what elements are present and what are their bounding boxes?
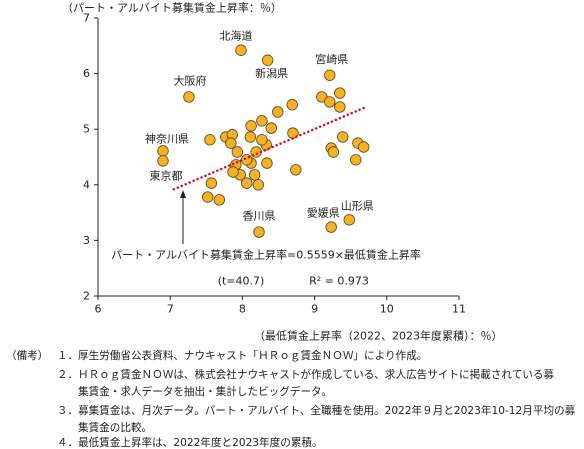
y-tick-label: 5 — [83, 123, 90, 136]
note-text: ＨＲｏｇ賃金ＮＯＷは、株式会社ナウキャストが作成している、求人広告サイトに掲載さ… — [78, 369, 555, 381]
note-text: 募集賃金は、月次データ。パート・アルバイト、全職種を使用。2022年９月と202… — [78, 405, 576, 417]
note-text: 集賃金・求人データを抽出・集計したビッグデータ。 — [78, 386, 332, 398]
data-point — [235, 44, 247, 56]
x-tick-label: 11 — [452, 303, 466, 316]
data-point — [327, 146, 340, 158]
data-point — [272, 106, 284, 118]
note-text: 集賃金の比較。 — [78, 422, 153, 434]
point-label: 東京都 — [149, 168, 182, 182]
data-point — [343, 214, 355, 226]
data-point — [324, 69, 336, 81]
note-number: ４． — [57, 437, 79, 449]
point-label: 北海道 — [219, 29, 252, 43]
data-point — [157, 145, 169, 157]
y-tick-label: 2 — [83, 290, 90, 303]
data-point — [256, 115, 268, 127]
data-point — [350, 154, 362, 166]
y-axis-title: （パート・アルバイト募集賃金上昇率：％） — [62, 1, 282, 15]
trendline-layer — [172, 106, 367, 191]
data-point — [357, 141, 370, 153]
point-label: 香川県 — [243, 210, 276, 223]
data-point — [252, 179, 264, 191]
data-point — [241, 154, 253, 166]
r-squared: R² = 0.973 — [309, 275, 369, 288]
data-point — [231, 146, 244, 158]
scatter-chart: （パート・アルバイト募集賃金上昇率：％） 2 3 4 5 6 7 6 7 8 9 10 11 北海道新… — [62, 1, 503, 343]
data-point — [256, 134, 268, 146]
data-point — [213, 194, 225, 206]
data-point — [337, 131, 349, 143]
point-label: 愛媛県 — [307, 206, 340, 220]
y-tick-label: 3 — [83, 234, 90, 247]
regression-equation: パート・アルバイト募集賃金上昇率=0.5559×最低賃金上昇率 — [111, 248, 421, 262]
data-point — [286, 99, 298, 111]
data-point — [324, 96, 336, 108]
axis-ticks: 2 3 4 5 6 7 6 7 8 9 10 11 — [83, 12, 466, 316]
data-point — [253, 226, 265, 238]
y-tick-label: 7 — [83, 12, 90, 25]
x-tick-label: 6 — [95, 303, 102, 316]
data-point — [261, 157, 273, 169]
data-point — [204, 134, 216, 146]
data-point — [290, 164, 302, 176]
data-point — [183, 91, 195, 103]
data-point — [261, 54, 274, 66]
x-tick-label: 10 — [380, 303, 394, 316]
x-axis-title: （最低賃金上昇率（2022、2023年度累積）：％） — [254, 329, 503, 343]
point-label: 山形県 — [341, 199, 374, 212]
notes-heading: （備考） — [6, 350, 49, 362]
data-point — [244, 131, 257, 143]
point-label: 宮崎県 — [315, 52, 348, 66]
data-point — [241, 177, 253, 189]
data-point — [202, 191, 214, 203]
arrow-head — [180, 190, 186, 198]
annotation-arrow — [180, 190, 186, 244]
point-label: 新潟県 — [255, 66, 288, 80]
data-point — [265, 122, 277, 134]
data-point — [227, 166, 239, 178]
data-point — [205, 177, 218, 189]
note-number: １． — [57, 350, 79, 362]
x-tick-label: 7 — [167, 303, 174, 316]
trendline — [172, 106, 367, 191]
x-tick-label: 9 — [311, 303, 318, 316]
note-text: 最低賃金上昇率は、2022年度と2023年度の累積。 — [78, 437, 323, 449]
t-statistic: (t=40.7) — [218, 275, 265, 288]
point-label: 神奈川県 — [145, 131, 189, 145]
x-tick-label: 8 — [239, 303, 246, 316]
note-text: 厚生労働省公表資料、ナウキャスト「ＨＲｏｇ賃金ＮＯＷ」により作成。 — [78, 350, 428, 362]
note-number: ３． — [57, 405, 79, 417]
data-point — [157, 155, 169, 167]
data-point — [248, 169, 261, 181]
y-tick-label: 4 — [83, 178, 90, 191]
data-point — [334, 101, 346, 113]
data-point — [225, 137, 237, 149]
point-label: 大阪府 — [173, 73, 206, 87]
data-point — [325, 221, 337, 233]
y-tick-label: 6 — [83, 67, 90, 80]
data-point — [334, 87, 346, 99]
data-point — [245, 120, 257, 132]
note-number: ２． — [57, 369, 79, 381]
